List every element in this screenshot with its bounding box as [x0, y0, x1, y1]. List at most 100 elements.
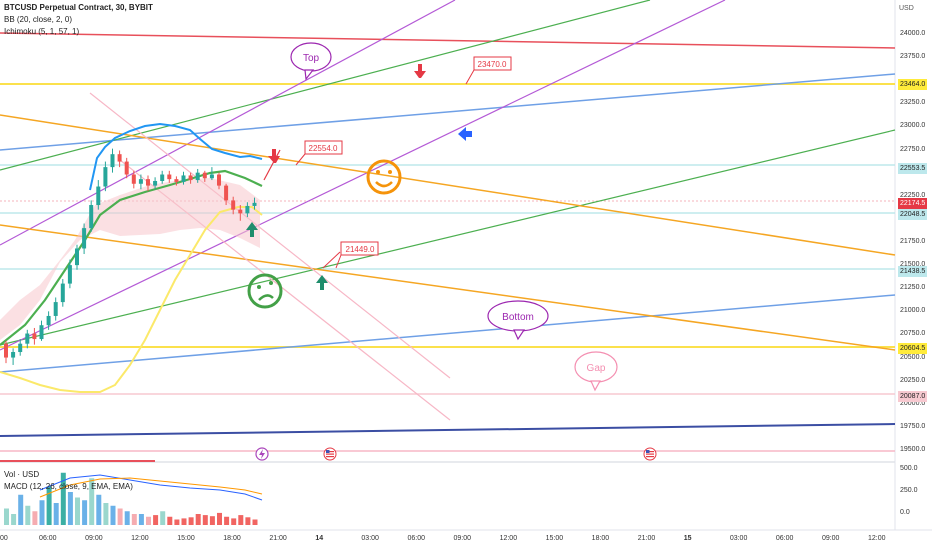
candle-body [75, 248, 79, 266]
volume-bar [188, 517, 194, 525]
candles [4, 148, 257, 365]
candle-body [181, 175, 186, 182]
volume-bar [153, 515, 159, 525]
time-tick: 06:00 [407, 535, 425, 542]
pink-trendline-1[interactable] [89, 92, 451, 379]
price-tick: 20500.0 [900, 353, 926, 361]
candle-body [82, 228, 87, 249]
macd-indicator-label[interactable]: MACD (12, 26, close, 9, EMA, EMA) [4, 482, 133, 491]
red-arrow-down-2[interactable] [414, 64, 426, 78]
candle-body [224, 185, 229, 201]
lower-pane-tick: 0.0 [900, 509, 910, 516]
price-note-21449-text: 21449.0 [346, 245, 375, 254]
volume-bar [181, 518, 187, 525]
callout-bottom[interactable]: Bottom [487, 300, 549, 341]
orange-trendline-lower[interactable] [0, 224, 896, 351]
candle-body [245, 205, 250, 214]
blue-arrow-left[interactable] [458, 127, 472, 141]
blue-trendline-lower[interactable] [0, 294, 896, 373]
volume-bar [160, 511, 166, 525]
candle-body [146, 179, 150, 186]
volume-bar [231, 518, 237, 525]
candle-body [60, 283, 65, 303]
volume-bar [11, 514, 17, 525]
time-tick: 12:00 [868, 535, 886, 542]
time-tick: 03:00 [729, 535, 748, 542]
candle-body [46, 315, 51, 326]
price-label-badge: 22553.5 [898, 162, 928, 174]
price-tick: 19500.0 [900, 446, 926, 453]
purple-trendline-upper[interactable] [0, 0, 456, 246]
vol-indicator-label[interactable]: Vol · USD [4, 470, 40, 479]
candle-body [96, 186, 101, 206]
happy-face-icon[interactable] [366, 159, 402, 195]
green-arrow-up-1[interactable] [246, 222, 258, 237]
time-tick: 15 [683, 535, 692, 542]
time-tick: 12:00 [131, 535, 149, 542]
price-label-badge: 20087.0 [898, 390, 928, 402]
price-tick: 22750.0 [900, 145, 926, 153]
green-trendline-upper[interactable] [0, 0, 651, 171]
volume-bar [138, 514, 144, 525]
candle-body [32, 333, 37, 340]
volume-bars [4, 472, 258, 525]
time-tick: 06:00 [39, 535, 57, 542]
time-tick: 00 [0, 535, 8, 542]
flash-event-icon[interactable] [255, 447, 269, 461]
lower-pane-tick: 250.0 [900, 487, 918, 494]
red-arrow-down-1[interactable] [268, 149, 280, 163]
volume-bar [4, 508, 9, 525]
candle-body [202, 172, 207, 179]
price-tick: 22250.0 [900, 191, 926, 199]
bb-basis-line [0, 169, 263, 346]
callout-top-text: Top [303, 53, 320, 64]
candle-body [195, 172, 200, 181]
candle-body [11, 352, 16, 358]
volume-bar [96, 494, 102, 525]
price-tick: 21750.0 [900, 238, 926, 245]
volume-bar [110, 505, 116, 525]
price-note-22554-text: 22554.0 [309, 144, 338, 153]
candle-body [131, 174, 136, 184]
candle-body [217, 174, 221, 186]
pointer-arrow-22554 [263, 149, 281, 181]
us-flag-event-icon-1[interactable] [323, 447, 337, 461]
candle-body [18, 343, 23, 353]
price-note-23470[interactable]: 23470.0 [465, 56, 512, 85]
candle-body [174, 179, 179, 182]
volume-bar [131, 514, 137, 525]
price-tick: 21250.0 [900, 284, 926, 292]
volume-bar [146, 516, 151, 525]
volume-bar [82, 500, 88, 525]
sad-face-icon[interactable] [247, 273, 283, 309]
price-note-22554[interactable]: 22554.0 [295, 140, 343, 166]
candle-body [160, 174, 165, 181]
candle-body [67, 265, 72, 284]
volume-bar [53, 503, 59, 525]
price-label-badge: 21438.5 [898, 265, 928, 277]
candle-body [110, 154, 115, 168]
callout-top[interactable]: Top [290, 42, 332, 81]
red-trendline[interactable] [0, 32, 896, 49]
blue-trendline-upper[interactable] [0, 73, 896, 151]
green-trendline-lower[interactable] [0, 129, 896, 346]
bb-upper-line [89, 122, 263, 191]
green-arrow-up-2[interactable] [316, 275, 328, 290]
ichimoku-indicator-label[interactable]: Ichimoku (5, 1, 57, 1) [4, 27, 80, 36]
navy-trendline[interactable] [0, 423, 896, 437]
candle-body [167, 174, 172, 180]
time-tick: 18:00 [591, 535, 610, 542]
price-note-21449[interactable]: 21449.0 [335, 241, 379, 269]
price-tick: 23750.0 [900, 53, 926, 61]
time-tick: 09:00 [821, 535, 840, 542]
time-tick: 15:00 [177, 535, 195, 542]
price-tick: 21000.0 [900, 307, 926, 315]
bb-indicator-label[interactable]: BB (20, close, 2, 0) [4, 15, 73, 24]
us-flag-event-icon-2[interactable] [643, 447, 657, 461]
orange-trendline-upper[interactable] [0, 114, 896, 256]
callout-gap[interactable]: Gap [574, 351, 618, 392]
purple-trendline-lower[interactable] [0, 0, 726, 351]
volume-bar [217, 512, 222, 525]
volume-bar [209, 516, 215, 525]
